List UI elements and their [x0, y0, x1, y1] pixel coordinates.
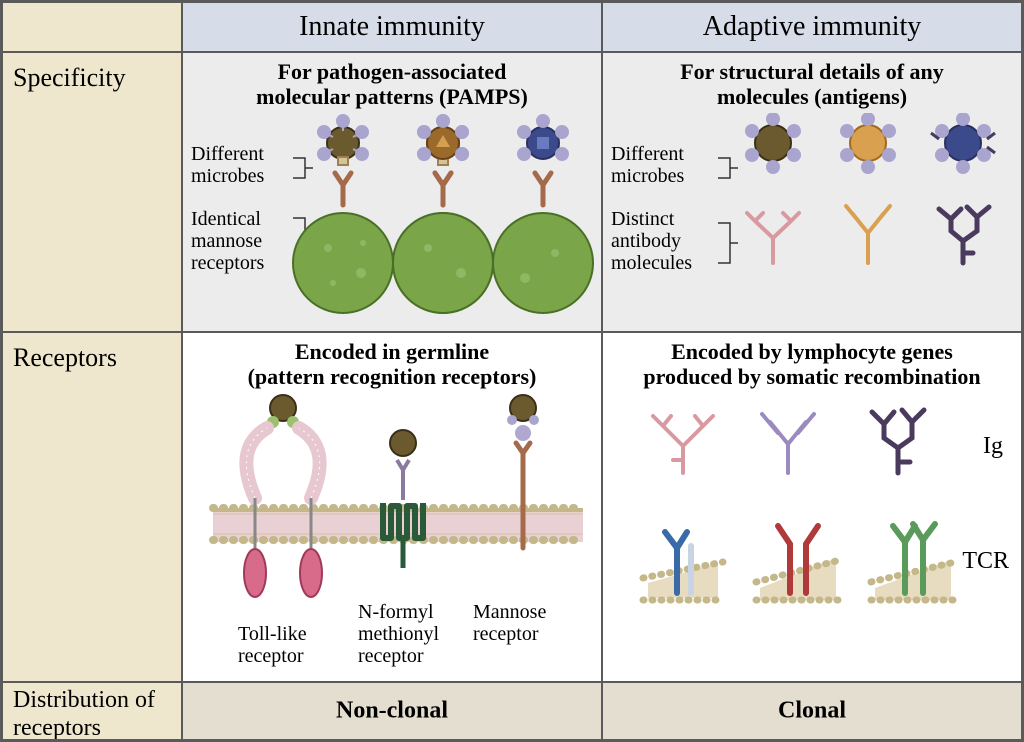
panel-dist-adaptive: Clonal — [602, 682, 1022, 740]
title-spec-innate: For pathogen-associated molecular patter… — [183, 53, 601, 110]
panel-dist-innate: Non-clonal — [182, 682, 602, 740]
lbl-tcr: TCR — [962, 548, 1009, 574]
diagram-rec-innate — [203, 388, 602, 618]
title-spec-adaptive: For structural details of any molecules … — [603, 53, 1021, 110]
header-empty — [2, 2, 182, 52]
t4b: produced by somatic recombination — [643, 364, 980, 389]
lbl-distinct-antibody: Distinct antibody molecules — [611, 208, 692, 274]
t1a: For pathogen-associated — [278, 59, 507, 84]
diagram-rec-adaptive — [623, 398, 1022, 668]
t1b: molecular patterns (PAMPS) — [256, 84, 528, 109]
txt-nonclonal: Non-clonal — [183, 698, 601, 725]
panel-specificity-innate: For pathogen-associated molecular patter… — [182, 52, 602, 332]
panel-specificity-adaptive: For structural details of any molecules … — [602, 52, 1022, 332]
title-rec-innate: Encoded in germline (pattern recognition… — [183, 333, 601, 390]
lbl-mannose: Mannose receptor — [473, 601, 546, 645]
lbl-nfm: N-formyl methionyl receptor — [358, 601, 439, 667]
header-adaptive: Adaptive immunity — [602, 2, 1022, 52]
lbl-ig: Ig — [983, 433, 1003, 459]
header-innate: Innate immunity — [182, 2, 602, 52]
panel-receptors-innate: Encoded in germline (pattern recognition… — [182, 332, 602, 682]
title-rec-adaptive: Encoded by lymphocyte genes produced by … — [603, 333, 1021, 390]
t2b: molecules (antigens) — [717, 84, 907, 109]
diagram-spec-innate — [283, 113, 602, 332]
rowlabel-distribution-text: Distribution of receptors — [13, 687, 155, 740]
txt-clonal: Clonal — [603, 698, 1021, 725]
rowlabel-specificity: Specificity — [2, 52, 182, 332]
rowlabel-distribution: Distribution of receptors — [2, 682, 182, 740]
t3a: Encoded in germline — [295, 339, 489, 364]
lbl-diff-microbes-innate: Different microbes — [191, 143, 264, 187]
lbl-tlr: Toll-like receptor — [238, 623, 307, 667]
panel-receptors-adaptive: Encoded by lymphocyte genes produced by … — [602, 332, 1022, 682]
t3b: (pattern recognition receptors) — [248, 364, 537, 389]
lbl-identical-receptors: Identical mannose receptors — [191, 208, 264, 274]
diagram-spec-adaptive — [713, 113, 1022, 323]
lbl-diff-microbes-adaptive: Different microbes — [611, 143, 684, 187]
t4a: Encoded by lymphocyte genes — [671, 339, 953, 364]
rowlabel-receptors: Receptors — [2, 332, 182, 682]
t2a: For structural details of any — [680, 59, 944, 84]
